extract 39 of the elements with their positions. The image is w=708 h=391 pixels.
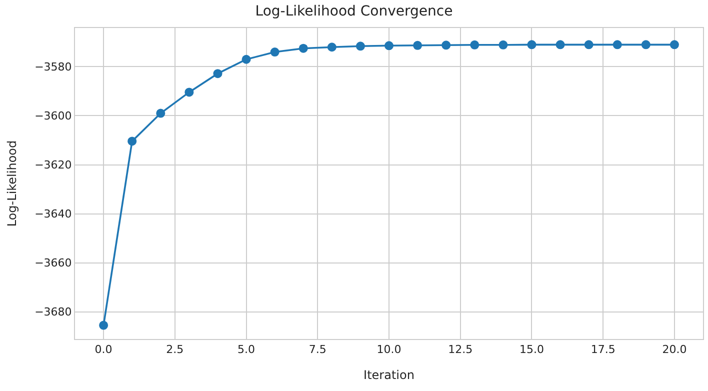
point [298,44,308,53]
x-tick-label: 17.5 [590,343,616,356]
y-tick-label: −3680 [34,306,72,319]
point [612,40,622,50]
point [641,40,650,50]
y-tick-label: −3580 [34,60,72,74]
point [470,40,480,50]
point [242,54,251,64]
point [156,108,166,118]
point [670,40,679,50]
y-tick-label: −3620 [34,158,72,172]
point [384,41,394,50]
chart-title: Log-Likelihood Convergence [255,4,453,20]
point [584,40,594,50]
y-tick-label: −3640 [34,208,72,221]
x-tick-label: 10.0 [376,343,402,356]
x-tick-label: 5.0 [238,343,256,356]
point [327,42,336,52]
y-tick-label: −3600 [34,110,72,123]
point [270,48,280,57]
point [99,320,108,330]
point [184,88,194,97]
point [213,69,222,78]
y-axis-title: Log-Likelihood [4,140,19,227]
point [498,40,508,50]
x-tick-label: 0.0 [94,343,112,356]
point [442,40,451,50]
point [128,136,137,146]
x-tick-label: 20.0 [662,343,687,356]
y-tick-label: −3660 [34,256,72,270]
point [356,42,365,51]
point [556,40,565,50]
x-tick-label: 2.5 [166,343,184,356]
x-tick-label: 12.5 [448,343,473,356]
point [527,40,536,50]
point [413,40,422,50]
x-tick-label: 7.5 [308,343,326,356]
x-axis-title: Iteration [364,368,414,382]
x-tick-label: 15.0 [519,343,544,356]
